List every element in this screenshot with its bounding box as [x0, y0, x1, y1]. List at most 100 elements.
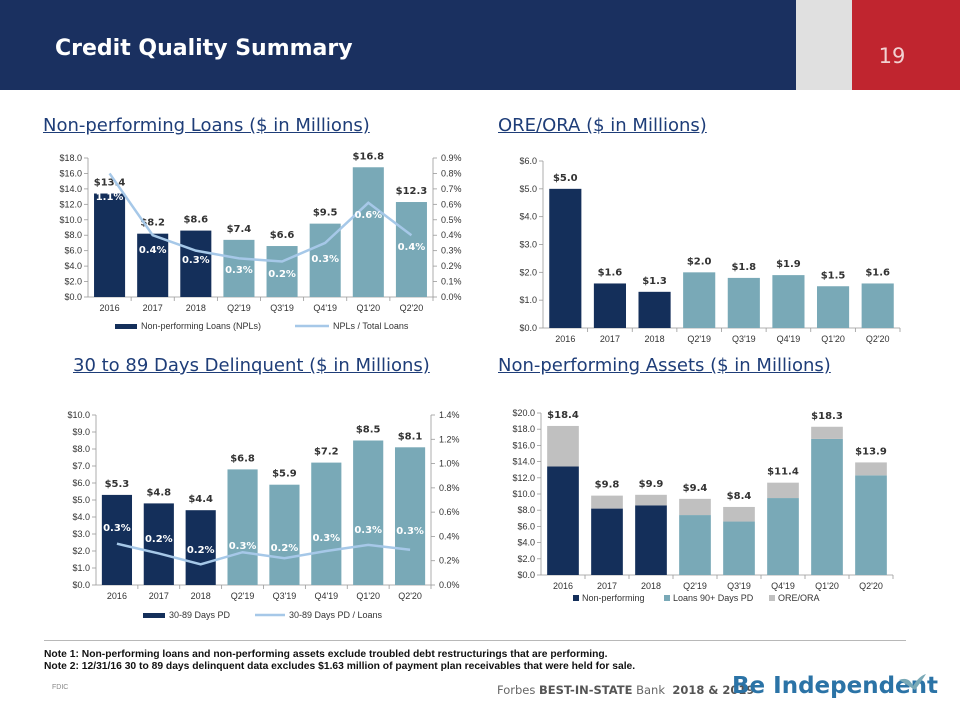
x-tick-label: Q2'19 [683, 581, 707, 591]
y2-tick-label: 0.2% [441, 261, 462, 271]
stack-segment-2 [679, 498, 711, 516]
total-label: $11.4 [767, 467, 799, 478]
x-tick-label: Q4'19 [314, 591, 338, 601]
bar [727, 277, 760, 328]
y-tick-label: $10.0 [512, 489, 535, 499]
x-tick-label: Q1'20 [821, 334, 845, 344]
total-label: $13.9 [855, 446, 887, 457]
bar-value-label: $8.2 [140, 218, 165, 229]
x-tick-label: Q2'20 [859, 581, 883, 591]
y-tick-label: $18.0 [512, 424, 535, 434]
legend-label: 30-89 Days PD [169, 610, 231, 620]
ratio-label: 0.3% [311, 254, 339, 265]
x-tick-label: Q2'20 [398, 591, 422, 601]
x-tick-label: 2016 [107, 591, 127, 601]
bar-value-label: $2.0 [687, 256, 712, 267]
y-tick-label: $6.0 [519, 156, 537, 166]
legend-swatch [573, 595, 579, 601]
total-label: $9.9 [639, 479, 664, 490]
x-tick-label: Q3'19 [273, 591, 297, 601]
stack-segment-1 [679, 515, 711, 575]
bar [352, 167, 384, 297]
bar [394, 447, 426, 585]
y2-tick-label: 0.6% [441, 199, 462, 209]
y-tick-label: $12.0 [59, 199, 82, 209]
legend-label: Non-performing Loans (NPLs) [141, 321, 261, 331]
stack-segment-2 [855, 462, 887, 476]
forbes-years: 2018 & 2019 [672, 683, 755, 697]
chart-title-delinquent: 30 to 89 Days Delinquent ($ in Millions) [73, 355, 430, 376]
bar [180, 230, 212, 297]
ratio-line [116, 542, 411, 566]
bar-value-label: $13.4 [94, 178, 126, 189]
bar [309, 223, 341, 297]
bar-value-label: $9.5 [313, 208, 338, 219]
x-tick-label: Q4'19 [313, 303, 337, 313]
x-tick-label: Q2'20 [400, 303, 424, 313]
x-tick-label: Q2'20 [866, 334, 890, 344]
y2-tick-label: 0.6% [439, 507, 460, 517]
page-title: Credit Quality Summary [55, 36, 353, 61]
y2-tick-label: 0.4% [439, 531, 460, 541]
bar [772, 275, 805, 328]
y-tick-label: $2.0 [519, 267, 537, 277]
bar-value-label: $1.9 [776, 259, 801, 270]
bar-value-label: $5.0 [553, 173, 578, 184]
y2-tick-label: 1.4% [439, 410, 460, 420]
y-tick-label: $10.0 [59, 215, 82, 225]
forbes-best: BEST-IN-STATE [539, 683, 633, 697]
y-tick-label: $3.0 [519, 240, 537, 250]
y-tick-label: $6.0 [72, 478, 90, 488]
chart-title-ore: ORE/ORA ($ in Millions) [498, 115, 707, 136]
y-tick-label: $20.0 [512, 408, 535, 418]
y2-tick-label: 0.1% [441, 277, 462, 287]
y-tick-label: $0.0 [517, 570, 535, 580]
note-2: Note 2: 12/31/16 30 to 89 days delinquen… [44, 661, 636, 672]
bar [816, 286, 850, 328]
x-tick-label: Q4'19 [777, 334, 801, 344]
bird-logo-icon [899, 674, 926, 690]
bar-value-label: $1.8 [731, 262, 756, 273]
x-tick-label: 2018 [641, 581, 661, 591]
y2-tick-label: 1.2% [439, 434, 460, 444]
bar [549, 188, 582, 328]
x-tick-label: 2017 [149, 591, 169, 601]
note-1: Note 1: Non-performing loans and non-per… [44, 649, 608, 660]
y-tick-label: $4.0 [517, 538, 535, 548]
bar [94, 193, 126, 297]
y-tick-label: $2.0 [64, 277, 82, 287]
bar [861, 283, 894, 328]
legend-label: 30-89 Days PD / Loans [289, 610, 383, 620]
y2-tick-label: 0.4% [441, 230, 462, 240]
x-tick-label: 2016 [553, 581, 573, 591]
x-tick-label: 2016 [555, 334, 575, 344]
y-tick-label: $3.0 [72, 529, 90, 539]
stack-segment-1 [723, 521, 755, 575]
stack-segment-2 [723, 506, 755, 522]
stack-segment-0 [635, 505, 667, 575]
x-tick-label: Q2'19 [227, 303, 251, 313]
ratio-label: 0.2% [271, 543, 299, 554]
y-tick-label: $18.0 [59, 153, 82, 163]
x-tick-label: Q1'20 [356, 303, 380, 313]
legend-label: Non-performing [582, 593, 645, 603]
ratio-label: 0.2% [187, 545, 215, 556]
y-tick-label: $2.0 [72, 546, 90, 556]
x-tick-label: Q4'19 [771, 581, 795, 591]
legend-swatch [769, 595, 775, 601]
y-tick-label: $14.0 [512, 457, 535, 467]
bar-value-label: $5.9 [272, 469, 297, 480]
bar [223, 239, 255, 297]
bar-value-label: $7.2 [314, 447, 339, 458]
bar-value-label: $4.8 [146, 487, 171, 498]
bar-value-label: $1.3 [642, 276, 667, 287]
ratio-label: 0.6% [354, 210, 382, 221]
y2-tick-label: 0.2% [439, 556, 460, 566]
x-tick-label: Q3'19 [727, 581, 751, 591]
chart-title-npl: Non-performing Loans ($ in Millions) [43, 115, 370, 136]
y2-tick-label: 0.0% [441, 292, 462, 302]
stack-segment-2 [767, 482, 799, 499]
ratio-label: 0.3% [396, 526, 424, 537]
x-tick-label: Q2'19 [231, 591, 255, 601]
